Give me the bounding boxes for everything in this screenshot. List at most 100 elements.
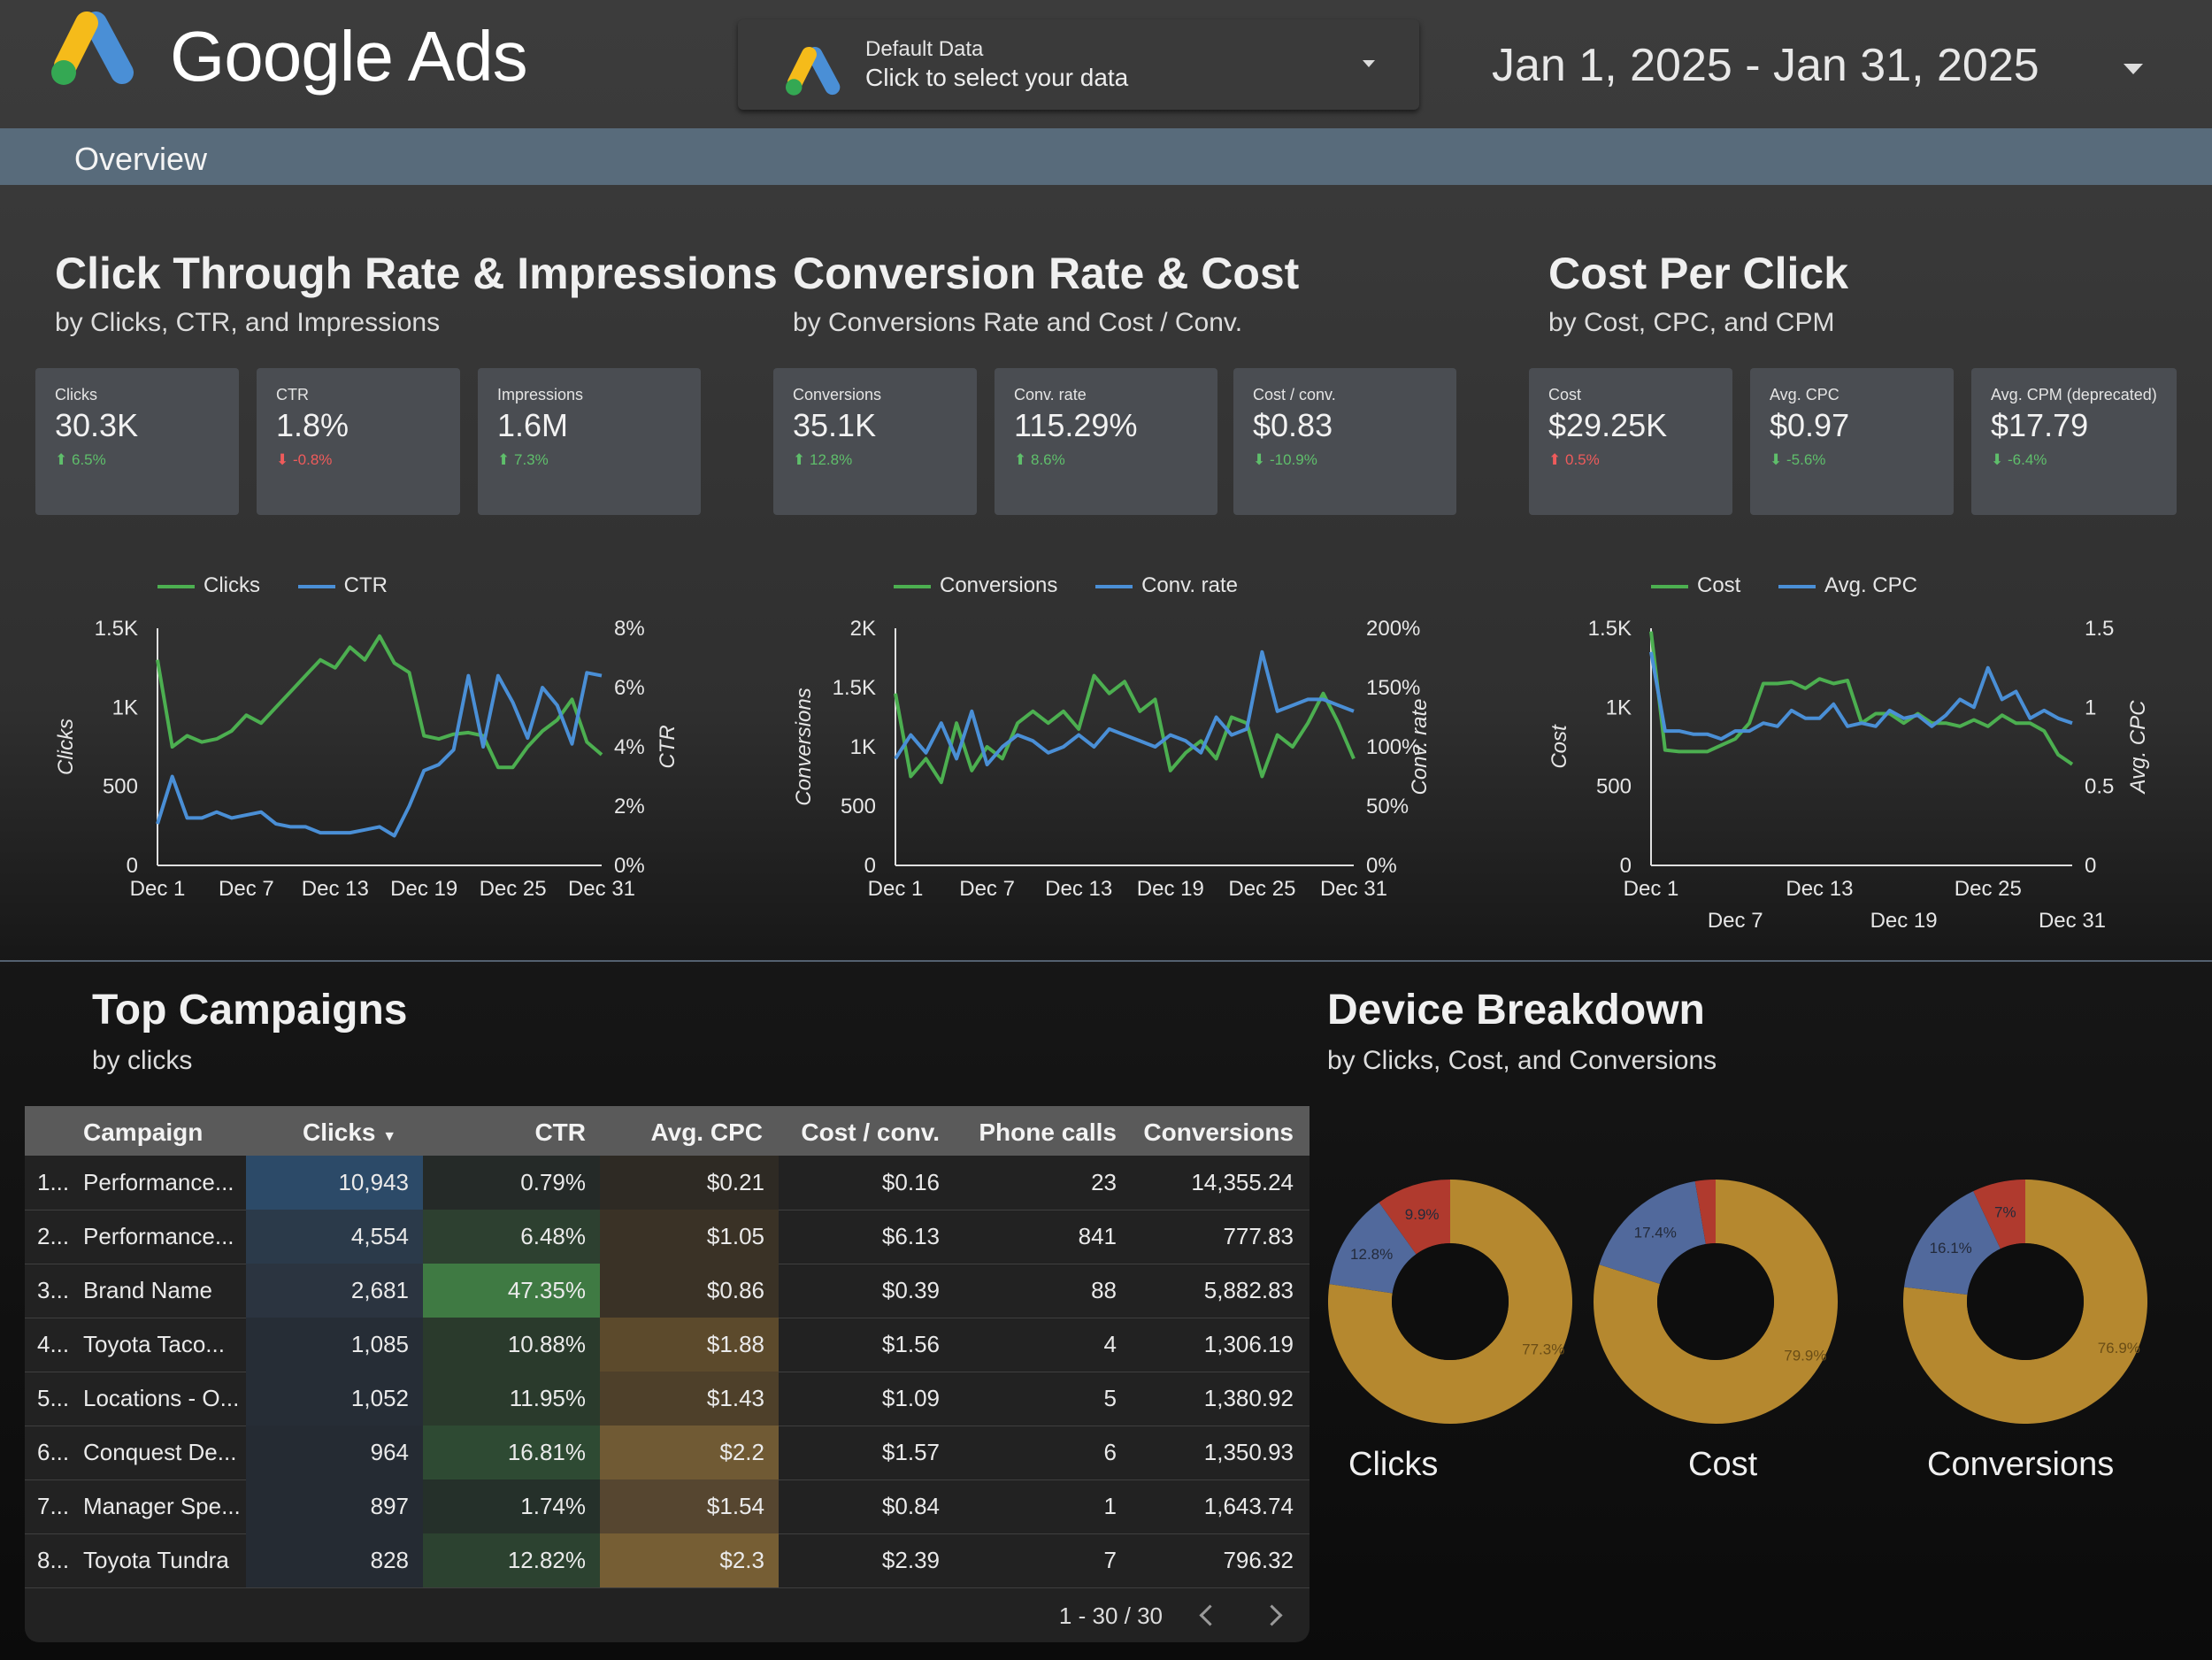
table-row[interactable]: 8... Toyota Tundra 828 12.82% $2.3 $2.39 7 796.… (25, 1533, 1310, 1588)
kpi-card-clicks[interactable]: Clicks 30.3K ⬆ 6.5% (35, 368, 239, 515)
column-header-phone-calls[interactable]: Phone calls (979, 1118, 1117, 1146)
conversions-value: 1,643.74 (1203, 1493, 1294, 1519)
avg-cpc-value: $1.43 (600, 1372, 779, 1426)
slice-label: 12.8% (1350, 1246, 1393, 1263)
column-header-conversions[interactable]: Conversions (1143, 1118, 1294, 1146)
y-tick-label: 0 (864, 854, 876, 878)
donut-slice[interactable] (1329, 1202, 1417, 1294)
arrow-down-icon: ⬇ (1991, 451, 2004, 468)
series-line-avg-cpc[interactable] (1649, 651, 2073, 742)
data-selector-subtitle: Click to select your data (865, 64, 1129, 91)
y-tick-label: 500 (103, 775, 138, 799)
pagination-label: 1 - 30 / 30 (1058, 1602, 1163, 1629)
row-index: 4... (37, 1331, 70, 1357)
y-tick-label: 1K (850, 735, 876, 759)
kpi-change: ⬇ -10.9% (1253, 451, 1317, 468)
series-line-conv-rate[interactable] (894, 649, 1355, 767)
tab-overview[interactable]: Overview (74, 141, 208, 177)
clicks-donut-chart[interactable]: 77.3% 12.8% 9.9% (1322, 1173, 1578, 1430)
cost-donut-chart[interactable]: 79.9% 17.4% (1587, 1173, 1844, 1430)
column-header-avg-cpc[interactable]: Avg. CPC (650, 1118, 763, 1146)
column-header-cost-conv[interactable]: Cost / conv. (801, 1118, 940, 1146)
table-header: Campaign Clicks ▼ CTR Avg. CPC Cost / co… (25, 1106, 1310, 1156)
donut-label-clicks: Clicks (1348, 1446, 1439, 1483)
kpi-value: 30.3K (55, 407, 139, 443)
cost-cpc-chart[interactable]: 0 500 1K 1.5K 0 0.5 1 1.5 Cost Avg. CPC Dec 1 Dec 7… (1531, 602, 2203, 956)
series-line-clicks[interactable] (156, 634, 603, 770)
chevron-down-icon[interactable] (1363, 60, 1375, 67)
legend-item[interactable]: Conv. rate (1095, 573, 1238, 597)
table-row[interactable]: 1... Performance... 10,943 0.79% $0.21 $0.16 2… (25, 1156, 1310, 1210)
kpi-card-conversions[interactable]: Conversions 35.1K ⬆ 12.8% (773, 368, 977, 515)
data-source-selector[interactable]: Default Data Click to select your data (738, 19, 1419, 110)
donut-hole (1392, 1243, 1509, 1360)
x-tick-label: Dec 13 (302, 877, 369, 901)
series-line-ctr[interactable] (156, 671, 603, 838)
legend-item[interactable]: CTR (297, 573, 388, 597)
column-header-campaign[interactable]: Campaign (83, 1118, 204, 1146)
devices-title: Device Breakdown (1327, 987, 1705, 1034)
table-row[interactable]: 5... Locations - O... 1,052 11.95% $1.43 $1.0… (25, 1372, 1310, 1426)
conversions-value: 1,306.19 (1203, 1331, 1294, 1357)
donut-slice[interactable] (1379, 1180, 1450, 1255)
conversions-donut-chart[interactable]: 76.9% 16.1% 7% (1897, 1173, 2154, 1430)
kpi-card-impressions[interactable]: Impressions 1.6M ⬆ 7.3% (478, 368, 701, 515)
kpi-card-conv-rate[interactable]: Conv. rate 115.29% ⬆ 8.6% (995, 368, 1217, 515)
section-divider (0, 960, 2212, 962)
donut-slice[interactable] (1903, 1191, 2001, 1295)
x-tick-label: Dec 7 (959, 877, 1015, 901)
arrow-down-icon: ⬇ (1253, 451, 1266, 468)
kpi-value: $29.25K (1548, 407, 1668, 443)
table-row[interactable]: 6... Conquest De... 964 16.81% $2.2 $1.57 6 1,3… (25, 1426, 1310, 1480)
donut-hole (1657, 1243, 1774, 1360)
legend-item[interactable]: Cost (1651, 573, 1740, 597)
clicks-ctr-chart[interactable]: 0 500 1K 1.5K 0% 2% 4% 6% 8% Clicks CTR Dec 1 Dec 7 D… (35, 602, 726, 956)
table-row[interactable]: 3... Brand Name 2,681 47.35% $0.86 $0.39 88 5,8… (25, 1264, 1310, 1318)
column-header-ctr[interactable]: CTR (534, 1118, 586, 1146)
legend-item[interactable]: Clicks (157, 573, 260, 597)
campaign-name: Conquest De... (83, 1439, 237, 1465)
cost-conv-value: $2.39 (881, 1547, 940, 1573)
kpi-value: 1.8% (276, 407, 349, 443)
prev-page-icon[interactable] (1199, 1604, 1221, 1626)
kpi-card-avg-cpc[interactable]: Avg. CPC $0.97 ⬇ -5.6% (1750, 368, 1954, 515)
campaigns-subtitle: by clicks (92, 1046, 193, 1075)
kpi-change: ⬆ 8.6% (1014, 451, 1065, 468)
y-tick-label: 0 (1620, 854, 1632, 878)
legend-item[interactable]: Conversions (894, 573, 1057, 597)
table-row[interactable]: 7... Manager Spe... 897 1.74% $1.54 $0.84 1 1,6… (25, 1479, 1310, 1534)
donut-slice[interactable] (1973, 1180, 2025, 1249)
y2-tick-label: 2% (614, 795, 645, 818)
cost-conv-value: $0.16 (881, 1169, 940, 1195)
kpi-card-cost[interactable]: Cost $29.25K ⬆ 0.5% (1529, 368, 1732, 515)
y2-tick-label: 0% (614, 854, 645, 878)
google-ads-small-icon (785, 46, 841, 96)
donut-slice[interactable] (1694, 1180, 1716, 1244)
y-axis-title: Clicks (54, 719, 78, 775)
column-header-clicks[interactable]: Clicks ▼ (303, 1118, 397, 1146)
data-selector-title: Default Data (865, 37, 984, 61)
arrow-up-icon: ⬆ (1014, 451, 1027, 468)
chevron-down-icon[interactable] (2124, 64, 2143, 74)
kpi-card-ctr[interactable]: CTR 1.8% ⬇ -0.8% (257, 368, 460, 515)
y2-tick-label: 0 (2085, 854, 2096, 878)
avg-cpc-value: $0.86 (600, 1264, 779, 1318)
conversions-rate-chart[interactable]: 0 500 1K 1.5K 2K 0% 50% 100% 150% 200% Conversions… (779, 602, 1469, 956)
donut-slice[interactable] (1903, 1180, 2147, 1424)
cost-conv-value: $6.13 (881, 1223, 940, 1249)
kpi-card-cost-per-conv[interactable]: Cost / conv. $0.83 ⬇ -10.9% (1233, 368, 1456, 515)
cost-conv-value: $1.57 (881, 1439, 940, 1465)
table-row[interactable]: 4... Toyota Taco... 1,085 10.88% $1.88 $1.56 4… (25, 1318, 1310, 1372)
donut-slice[interactable] (1599, 1180, 1706, 1284)
series-line-cost[interactable] (1649, 631, 2074, 766)
kpi-change: ⬆ 7.3% (497, 451, 549, 468)
date-range-picker[interactable]: Jan 1, 2025 - Jan 31, 2025 (1492, 40, 2039, 91)
cpc-section-title: Cost Per Click (1548, 249, 1849, 298)
kpi-card-avg-cpm[interactable]: Avg. CPM (deprecated) $17.79 ⬇ -6.4% (1971, 368, 2177, 515)
donut-slice[interactable] (1328, 1180, 1572, 1424)
legend-item[interactable]: Avg. CPC (1778, 573, 1917, 597)
donut-slice[interactable] (1594, 1180, 1838, 1424)
next-page-icon[interactable] (1261, 1604, 1283, 1626)
series-line-conversions[interactable] (894, 673, 1356, 785)
table-row[interactable]: 2... Performance... 4,554 6.48% $1.05 $6.13 84… (25, 1210, 1310, 1264)
